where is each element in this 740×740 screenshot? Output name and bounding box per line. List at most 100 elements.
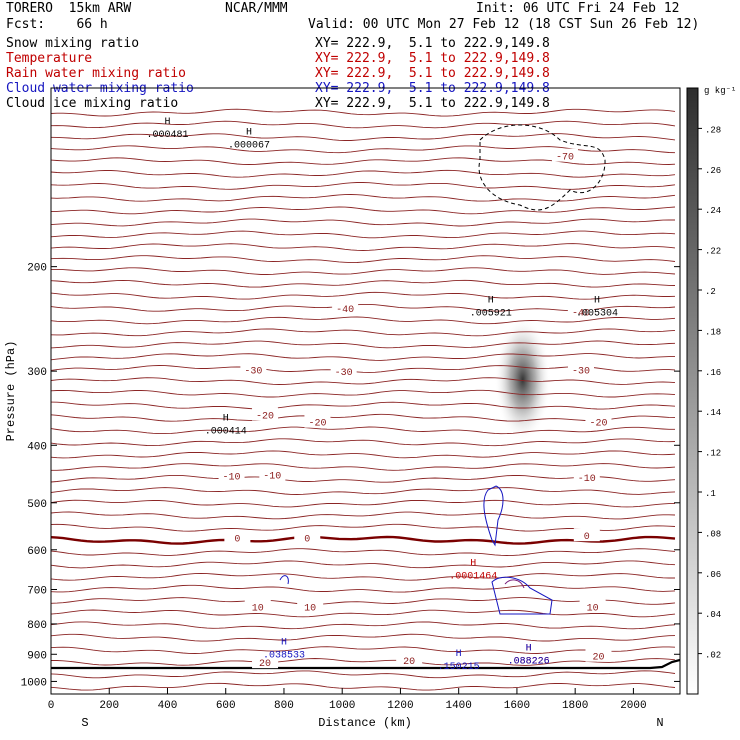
isotherm-line [51, 230, 676, 239]
isotherm-line [51, 340, 676, 349]
isotherm-line [51, 646, 676, 654]
freezing-level-isotherm [51, 535, 676, 545]
label-backdrop [573, 469, 600, 483]
y-tick-label: 500 [27, 499, 47, 511]
isotherm-label: 20 [259, 659, 271, 670]
model-title: TORERO 15km ARW [6, 1, 132, 16]
init-time: Init: 06 UTC Fri 24 Feb 12 [476, 1, 680, 16]
isotherm-line [51, 389, 676, 398]
legend-rain-label: Rain water mixing ratio [6, 66, 187, 81]
isotherm-line [51, 474, 676, 483]
forecast-hour: Fcst: 66 h [6, 17, 108, 32]
isotherm-line [51, 487, 676, 495]
isotherm-label: -20 [256, 412, 274, 423]
isotherm-label: -10 [578, 474, 596, 485]
legend-rain-xy: XY= 222.9, 5.1 to 222.9,149.8 [315, 66, 550, 81]
isotherm-line [51, 194, 676, 202]
isotherm-line [51, 108, 676, 117]
colorbar-tick-label: .16 [705, 368, 721, 378]
label-backdrop [579, 599, 606, 613]
rain-contour [504, 579, 525, 589]
maximum-marker: H [594, 296, 600, 307]
isotherm-line [51, 316, 676, 325]
south-label: S [81, 716, 88, 730]
isotherm-line [51, 584, 676, 593]
label-backdrop [297, 599, 324, 613]
isotherm-line [51, 621, 676, 630]
colorbar-tick-label: .26 [705, 166, 721, 176]
colorbar-tick-label: .12 [705, 449, 721, 459]
label-backdrop [585, 648, 612, 662]
x-tick-label: 600 [216, 700, 236, 712]
colorbar: .02 .04 .06 .08 .1 .12 .14 .16 .18 .2 .22 .24 .26 .28 [686, 87, 721, 695]
maximum-marker: H [164, 117, 170, 128]
label-backdrop [567, 304, 594, 318]
x-tick-label: 1400 [445, 700, 471, 712]
maximum-marker: H [526, 643, 532, 654]
contour-labels: -70 -40 -40 -30 -30 -30 -20 -20 -20 -10 -10 -10 0 0 0 1… [146, 117, 618, 673]
isotherm-line [51, 670, 676, 679]
isotherm-label: -30 [244, 366, 262, 377]
colorbar-tick-label: .06 [705, 570, 721, 580]
x-tick-label: 1200 [387, 700, 413, 712]
isotherm-label: -10 [263, 471, 281, 482]
isotherm-line [51, 573, 675, 581]
isotherm-line [51, 597, 676, 605]
label-backdrop [330, 364, 357, 378]
x-axis-title: Distance (km) [318, 716, 412, 730]
maximum-marker: H [281, 638, 287, 649]
isotherm-label: -20 [308, 419, 326, 430]
plot-frame [50, 87, 681, 695]
cloud-water-contour [483, 485, 504, 547]
colorbar-tick-label: .24 [705, 206, 721, 216]
isotherm-label: 0 [584, 532, 590, 543]
label-backdrop [332, 301, 359, 315]
label-backdrop [240, 362, 267, 376]
isotherm-label: 0 [304, 534, 310, 545]
isotherm-line [51, 267, 676, 275]
isotherm-line [51, 658, 676, 666]
legend-temperature-label: Temperature [6, 51, 93, 66]
maximum-value: .038533 [263, 651, 305, 662]
y-tick-label: 900 [27, 650, 47, 662]
isotherm-line [51, 523, 676, 532]
isotherm-label: 10 [587, 603, 599, 614]
isotherm-line [51, 633, 676, 642]
isotherm-label: -40 [336, 305, 354, 316]
maximum-value: .088226 [508, 656, 550, 667]
y-axis-title: Pressure (hPa) [4, 341, 18, 442]
label-backdrop [551, 148, 578, 162]
x-tick-label: 1000 [329, 700, 355, 712]
legend-temperature-xy: XY= 222.9, 5.1 to 222.9,149.8 [315, 51, 550, 66]
isotherm-line [51, 279, 676, 288]
isotherm-label: 10 [252, 603, 264, 614]
isotherm-line [51, 609, 676, 618]
maximum-value: .000481 [146, 130, 188, 141]
cloud-ice-shading [494, 317, 551, 442]
terrain-line [51, 658, 680, 670]
isotherm-label: -30 [572, 366, 590, 377]
label-backdrop [218, 468, 245, 482]
maximum-value: .150215 [438, 662, 480, 673]
isotherm-label: 10 [304, 603, 316, 614]
isotherm-line [51, 413, 676, 422]
isotherm-label: -30 [335, 368, 353, 379]
isotherm-line [51, 218, 676, 227]
hydrometeor-contours [279, 124, 606, 615]
label-backdrop [396, 652, 423, 666]
y-tick-label: 400 [27, 441, 47, 453]
colorbar-unit: g kg⁻¹ [704, 86, 736, 96]
y-tick-label: 600 [27, 546, 47, 558]
y-tick-label: 1000 [21, 677, 47, 689]
cloud-water-contour [279, 575, 289, 585]
legend-cloudice-xy: XY= 222.9, 5.1 to 222.9,149.8 [315, 96, 550, 111]
colorbar-tick-label: .2 [705, 287, 716, 297]
isotherm-label: 0 [234, 534, 240, 545]
isotherm-lines [51, 108, 676, 691]
label-backdrop [252, 655, 279, 669]
label-backdrop [304, 414, 331, 428]
x-tick-label: 1600 [504, 700, 530, 712]
colorbar-tick-label: .28 [705, 125, 721, 135]
